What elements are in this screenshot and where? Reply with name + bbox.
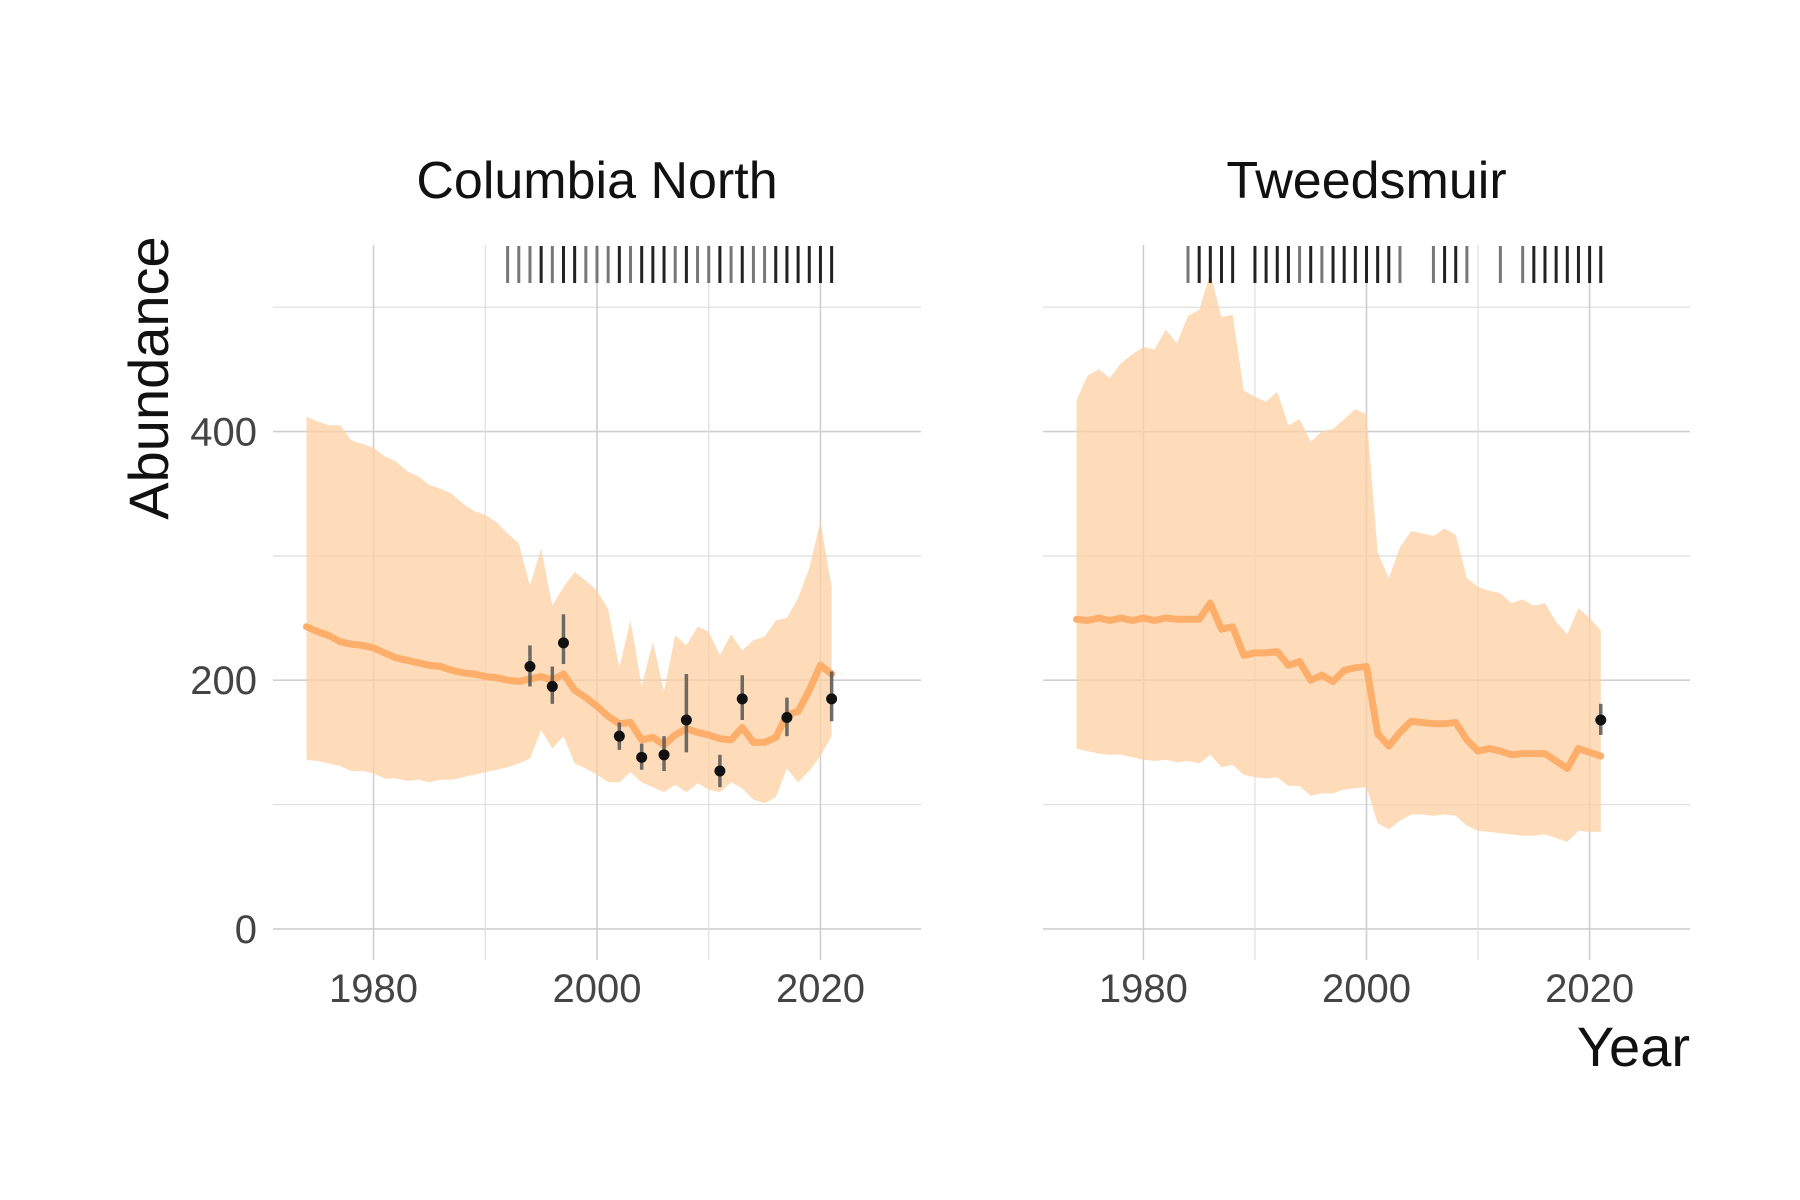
confidence-ribbon [1076,273,1601,842]
x-tick-label: 2000 [1322,967,1411,1011]
y-axis-title: Abundance [117,236,180,519]
observed-point [613,730,625,742]
facet-panel-2: Tweedsmuir 1980 2000 2020 [1043,152,1690,1011]
confidence-ribbon [306,416,832,804]
observed-point [636,751,648,763]
estimate-line [303,623,836,749]
observed-point [658,749,670,761]
x-axis-title: Year [1577,1015,1690,1078]
x-tick-label: 2020 [1545,967,1634,1011]
x-tick-label: 1980 [329,967,418,1011]
x-tick-label: 2000 [553,967,642,1011]
survey-rug [1186,246,1603,283]
facet-panel-1: Columbia North 0 200 400 1980 2000 2020 [190,152,921,1011]
observed-point [557,637,569,649]
x-tick-label: 2020 [776,967,865,1011]
x-tick-label: 1980 [1099,967,1188,1011]
observed-points [1595,703,1607,735]
observed-point [714,765,726,777]
estimate-line [1073,599,1605,772]
observed-point [680,714,692,726]
y-tick-label: 0 [235,908,257,952]
observed-point [826,693,838,705]
observed-point [524,661,536,673]
facet-title: Tweedsmuir [1226,152,1506,210]
facet-title: Columbia North [416,152,777,210]
observed-point [781,712,793,724]
observed-point [1595,714,1607,726]
observed-point [546,680,558,692]
observed-points [524,614,838,788]
observed-point [736,693,748,705]
survey-rug [506,246,834,283]
y-tick-label: 400 [190,411,257,455]
y-tick-label: 200 [190,659,257,703]
